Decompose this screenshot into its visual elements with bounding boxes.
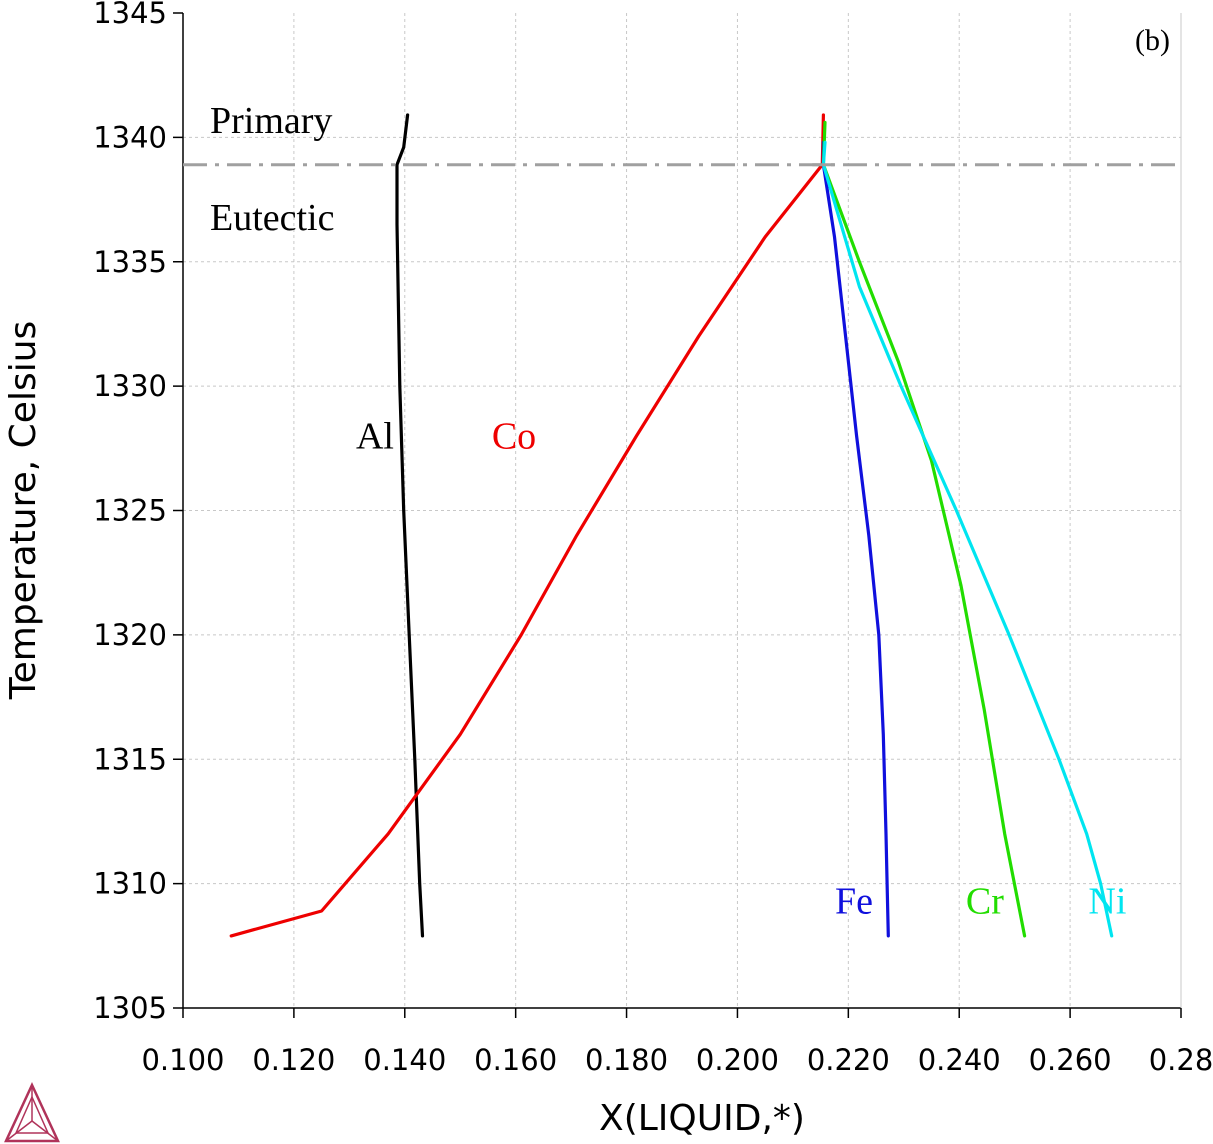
y-tick-label: 1340 <box>93 120 167 154</box>
series-line-ni <box>821 140 1114 938</box>
y-tick-label: 1335 <box>93 245 167 279</box>
series-line-al <box>395 113 425 938</box>
series-label-al: Al <box>356 415 394 457</box>
series-label-fe: Fe <box>835 880 873 922</box>
series-label-ni: Ni <box>1088 880 1126 922</box>
region-label-eutectic: Eutectic <box>210 197 334 239</box>
y-tick-label: 1305 <box>93 991 167 1025</box>
x-tick-label: 0.100 <box>141 1043 224 1077</box>
series-line-cr <box>821 120 1027 938</box>
x-tick-label: 0.160 <box>474 1043 557 1077</box>
y-axis-title: Temperature, Celsius <box>3 321 44 701</box>
x-tick-label: 0.260 <box>1029 1043 1112 1077</box>
thermo-logo <box>4 1082 60 1143</box>
y-tick-label: 1320 <box>93 618 167 652</box>
series-label-cr: Cr <box>966 880 1004 922</box>
y-tick-label: 1325 <box>93 494 167 528</box>
grid-layer <box>183 13 1181 1008</box>
series-label-co: Co <box>492 415 536 457</box>
y-tick-label: 1315 <box>93 742 167 776</box>
x-tick-label: 0.140 <box>363 1043 446 1077</box>
x-tick-label: 0.180 <box>585 1043 668 1077</box>
y-tick-label: 1310 <box>93 867 167 901</box>
x-axis-title: X(LIQUID,*) <box>599 1098 805 1139</box>
series-line-co <box>229 113 826 938</box>
region-label-primary: Primary <box>210 100 332 142</box>
label-layer: Al Co Fe Cr Ni <box>356 415 1126 922</box>
panel-label: (b) <box>1135 24 1170 57</box>
y-tick-label: 1330 <box>93 369 167 403</box>
axis-layer: 0.100 0.120 0.140 0.160 0.180 0.200 0.220 0.240… <box>93 0 1213 1077</box>
x-tick-label: 0.220 <box>807 1043 890 1077</box>
series-line-fe <box>821 140 890 938</box>
x-tick-label: 0.200 <box>696 1043 779 1077</box>
x-tick-label: 0.28 <box>1149 1043 1213 1077</box>
x-tick-label: 0.120 <box>252 1043 335 1077</box>
x-tick-label: 0.240 <box>918 1043 1001 1077</box>
y-tick-label: 1345 <box>93 0 167 30</box>
series-layer <box>183 113 1181 938</box>
